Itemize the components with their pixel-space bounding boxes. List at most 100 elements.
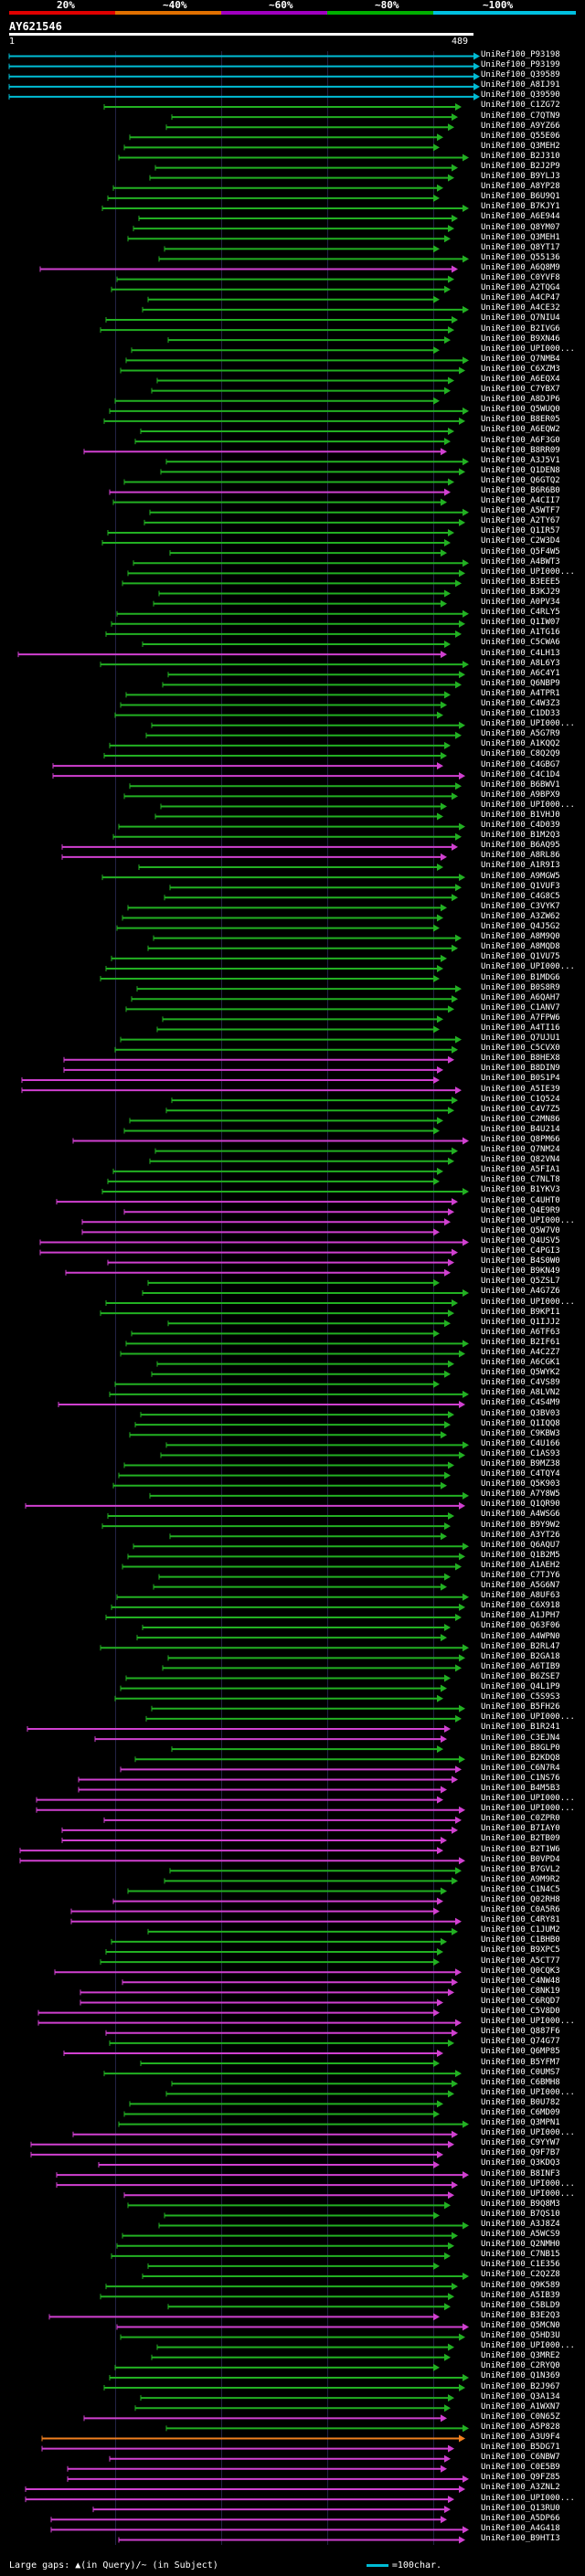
hit-label[interactable]: UniRef100_B9KPI1 xyxy=(481,1307,560,1317)
hit-label[interactable]: UniRef100_A0PV34 xyxy=(481,598,560,608)
hit-label[interactable]: UniRef100_B9KN49 xyxy=(481,1267,560,1277)
hit-label[interactable]: UniRef100_Q1VU75 xyxy=(481,952,560,962)
hit-label[interactable]: UniRef100_B7KJY1 xyxy=(481,202,560,212)
hit-label[interactable]: UniRef100_C8NK19 xyxy=(481,1986,560,1996)
hit-label[interactable]: UniRef100_C6XZM3 xyxy=(481,364,560,374)
hit-label[interactable]: UniRef100_C4LH13 xyxy=(481,648,560,658)
hit-label[interactable]: UniRef100_A6Q8M9 xyxy=(481,262,560,272)
hit-label[interactable]: UniRef100_B1MDG6 xyxy=(481,972,560,982)
hit-label[interactable]: UniRef100_A5G7R9 xyxy=(481,729,560,739)
hit-label[interactable]: UniRef100_Q4E9R9 xyxy=(481,1205,560,1215)
hit-label[interactable]: UniRef100_UPI000... xyxy=(481,2189,575,2199)
hit-label[interactable]: UniRef100_UPI000... xyxy=(481,1804,575,1814)
hit-label[interactable]: UniRef100_C1ZG72 xyxy=(481,101,560,111)
hit-label[interactable]: UniRef100_A8UF63 xyxy=(481,1591,560,1601)
hit-label[interactable]: UniRef100_A3J8Z4 xyxy=(481,2220,560,2229)
hit-label[interactable]: UniRef100_A1AEH2 xyxy=(481,1560,560,1570)
hit-label[interactable]: UniRef100_A1R9I3 xyxy=(481,861,560,871)
hit-label[interactable]: UniRef100_UPI000... xyxy=(481,1297,575,1307)
hit-label[interactable]: UniRef100_B1YKV3 xyxy=(481,1185,560,1195)
hit-label[interactable]: UniRef100_Q5HD3U xyxy=(481,2331,560,2341)
hit-label[interactable]: UniRef100_B5FH26 xyxy=(481,1702,560,1712)
hit-label[interactable]: UniRef100_A9YZ66 xyxy=(481,121,560,131)
hit-label[interactable]: UniRef100_C7TJY6 xyxy=(481,1571,560,1581)
hit-label[interactable]: UniRef100_Q0CQK3 xyxy=(481,1966,560,1976)
hit-label[interactable]: UniRef100_B8RR09 xyxy=(481,445,560,455)
hit-label[interactable]: UniRef100_A3YT26 xyxy=(481,1530,560,1540)
hit-label[interactable]: UniRef100_UPI000... xyxy=(481,800,575,810)
hit-label[interactable]: UniRef100_Q9F7B7 xyxy=(481,2148,560,2158)
hit-label[interactable]: UniRef100_B2GA18 xyxy=(481,1651,560,1661)
hit-label[interactable]: UniRef100_Q9FZ85 xyxy=(481,2473,560,2483)
hit-label[interactable]: UniRef100_Q55E06 xyxy=(481,131,560,141)
hit-label[interactable]: UniRef100_A6C4Y1 xyxy=(481,668,560,678)
hit-label[interactable]: UniRef100_Q1IJJ2 xyxy=(481,1317,560,1327)
hit-label[interactable]: UniRef100_Q3BV03 xyxy=(481,1408,560,1418)
hit-label[interactable]: UniRef100_B8INF3 xyxy=(481,2168,560,2178)
hit-label[interactable]: UniRef100_B8DIN9 xyxy=(481,1064,560,1074)
hit-label[interactable]: UniRef100_B1VHJ0 xyxy=(481,811,560,820)
hit-label[interactable]: UniRef100_C1BHB0 xyxy=(481,1935,560,1945)
hit-label[interactable]: UniRef100_B0U782 xyxy=(481,2097,560,2107)
hit-label[interactable]: UniRef100_Q1DEN8 xyxy=(481,465,560,475)
hit-label[interactable]: UniRef100_A4G418 xyxy=(481,2523,560,2533)
hit-label[interactable]: UniRef100_UPI000... xyxy=(481,1794,575,1804)
hit-label[interactable]: UniRef100_A3ZW62 xyxy=(481,911,560,921)
hit-label[interactable]: UniRef100_A8MQD8 xyxy=(481,942,560,952)
hit-label[interactable]: UniRef100_B3KJ29 xyxy=(481,587,560,597)
hit-label[interactable]: UniRef100_Q1VUF3 xyxy=(481,881,560,891)
hit-label[interactable]: UniRef100_B7QS10 xyxy=(481,2209,560,2219)
hit-label[interactable]: UniRef100_B4S0W0 xyxy=(481,1256,560,1267)
hit-label[interactable]: UniRef100_B6ZSE7 xyxy=(481,1671,560,1681)
hit-label[interactable]: UniRef100_C6RQD7 xyxy=(481,1996,560,2006)
hit-label[interactable]: UniRef100_UPI000... xyxy=(481,567,575,577)
hit-label[interactable]: UniRef100_A6EQW2 xyxy=(481,425,560,435)
hit-label[interactable]: UniRef100_C5S9S3 xyxy=(481,1692,560,1702)
hit-label[interactable]: UniRef100_C6MD09 xyxy=(481,2107,560,2117)
hit-label[interactable]: UniRef100_A8DJP6 xyxy=(481,395,560,405)
hit-label[interactable]: UniRef100_C2Q2Z8 xyxy=(481,2270,560,2280)
hit-label[interactable]: UniRef100_B2J310 xyxy=(481,151,560,161)
hit-label[interactable]: UniRef100_Q1B2M5 xyxy=(481,1550,560,1560)
hit-label[interactable]: UniRef100_B9Q8M3 xyxy=(481,2199,560,2209)
hit-label[interactable]: UniRef100_A5IB39 xyxy=(481,2290,560,2300)
hit-label[interactable]: UniRef100_A8IJ91 xyxy=(481,80,560,90)
hit-label[interactable]: UniRef100_A3U9F4 xyxy=(481,2432,560,2442)
hit-label[interactable]: UniRef100_A4WPN0 xyxy=(481,1631,560,1641)
hit-label[interactable]: UniRef100_A6CGK1 xyxy=(481,1358,560,1368)
hit-label[interactable]: UniRef100_B6R6B0 xyxy=(481,486,560,496)
hit-label[interactable]: UniRef100_A5CT77 xyxy=(481,1956,560,1966)
hit-label[interactable]: UniRef100_C4VS89 xyxy=(481,1378,560,1388)
hit-label[interactable]: UniRef100_B2J2P9 xyxy=(481,162,560,172)
hit-label[interactable]: UniRef100_A7Y8W5 xyxy=(481,1489,560,1500)
hit-label[interactable]: UniRef100_C1ANV7 xyxy=(481,1002,560,1012)
hit-label[interactable]: UniRef100_B8HEX8 xyxy=(481,1054,560,1064)
hit-label[interactable]: UniRef100_B7GVL2 xyxy=(481,1864,560,1874)
hit-label[interactable]: UniRef100_UPI000... xyxy=(481,962,575,972)
hit-label[interactable]: UniRef100_UPI000... xyxy=(481,2341,575,2351)
hit-label[interactable]: UniRef100_P93199 xyxy=(481,60,560,70)
hit-label[interactable]: UniRef100_C1N4C5 xyxy=(481,1884,560,1894)
hit-label[interactable]: UniRef100_C1JUM2 xyxy=(481,1925,560,1935)
hit-label[interactable]: UniRef100_Q6GTQ2 xyxy=(481,475,560,485)
hit-label[interactable]: UniRef100_C4S4M9 xyxy=(481,1398,560,1408)
hit-label[interactable]: UniRef100_B6AQ95 xyxy=(481,841,560,851)
hit-label[interactable]: UniRef100_Q5WUQ0 xyxy=(481,405,560,415)
hit-label[interactable]: UniRef100_B5YFM7 xyxy=(481,2057,560,2067)
hit-label[interactable]: UniRef100_C0YVF8 xyxy=(481,273,560,283)
hit-label[interactable]: UniRef100_Q9K589 xyxy=(481,2280,560,2290)
hit-label[interactable]: UniRef100_B8ER05 xyxy=(481,415,560,425)
hit-label[interactable]: UniRef100_Q5W7V0 xyxy=(481,1225,560,1235)
hit-label[interactable]: UniRef100_A1JPH7 xyxy=(481,1611,560,1621)
hit-label[interactable]: UniRef100_B2RL47 xyxy=(481,1641,560,1651)
hit-label[interactable]: UniRef100_Q55136 xyxy=(481,252,560,262)
hit-label[interactable]: UniRef100_C4TQY4 xyxy=(481,1469,560,1479)
hit-label[interactable]: UniRef100_Q1IW07 xyxy=(481,618,560,628)
hit-label[interactable]: UniRef100_UPI000... xyxy=(481,1712,575,1723)
hit-label[interactable]: UniRef100_A8YP28 xyxy=(481,182,560,192)
hit-label[interactable]: UniRef100_B1M2Q3 xyxy=(481,831,560,841)
hit-label[interactable]: UniRef100_A4CE32 xyxy=(481,303,560,313)
hit-label[interactable]: UniRef100_C5BLD9 xyxy=(481,2300,560,2310)
hit-label[interactable]: UniRef100_UPI000... xyxy=(481,1215,575,1225)
hit-label[interactable]: UniRef100_B9Y9W2 xyxy=(481,1520,560,1530)
